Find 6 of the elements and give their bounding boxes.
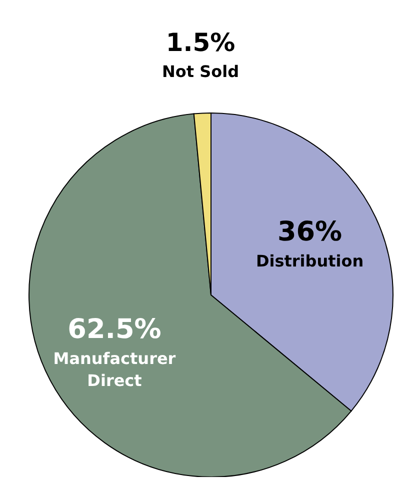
data-label: 36%: [277, 216, 342, 248]
slice-label: Distribution: [256, 252, 364, 271]
data-label: 62.5%: [68, 314, 162, 346]
slice-label: Not Sold: [162, 62, 240, 82]
slice-label: Manufacturer Direct: [53, 349, 176, 390]
data-label: 1.5%: [166, 28, 236, 58]
